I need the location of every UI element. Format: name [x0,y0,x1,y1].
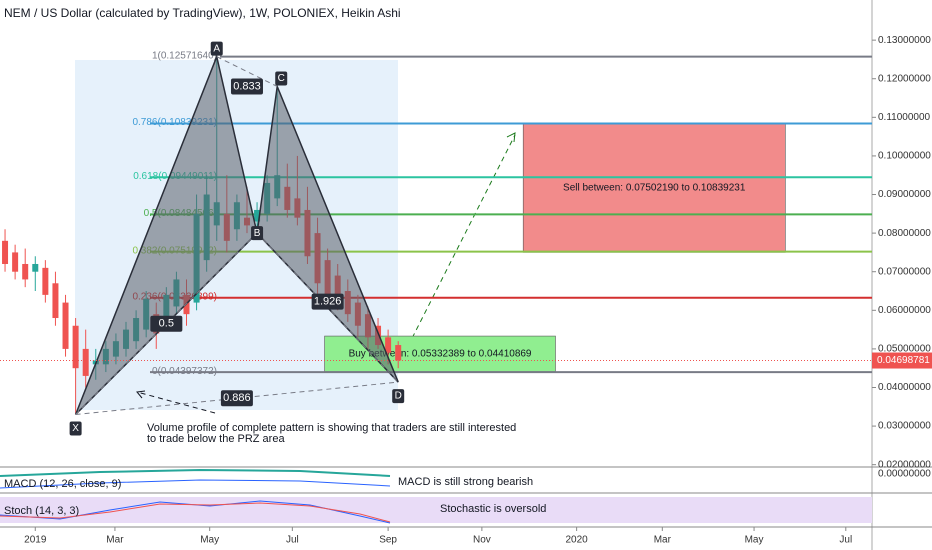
stoch-band [0,497,872,523]
macd-histogram [0,468,391,477]
stoch-d [0,502,391,523]
macd-line [0,479,391,489]
ratio-label: 1.926 [314,296,342,308]
y-tick-label: 0.03000000 [878,421,931,432]
ratio-badge [150,315,183,332]
x-tick-label: May [745,535,764,546]
candle-body [82,348,89,376]
point-badge [210,41,223,56]
y-tick-label: 0.11000000 [878,112,931,123]
x-tick-label: May [200,535,219,546]
y-tick-label: 0.10000000 [878,151,931,162]
x-tick-label: Jul [286,535,299,546]
note-line: to trade below the PRZ area [147,433,285,445]
candle-body [62,302,69,349]
ratio-badge [311,293,344,310]
arrow-head [506,132,516,143]
y-tick-label: 0.05000000 [878,344,931,355]
x-tick-label: 2019 [24,535,47,546]
pattern-guide [216,56,278,87]
candle-body [12,252,19,272]
fib-label: 0(0.04397372) [152,366,217,377]
macd-tick-label: 0.00000000 [878,469,931,480]
note-line: Volume profile of complete pattern is sh… [147,422,516,434]
y-tick-label: 0.06000000 [878,305,931,316]
ratio-label: 0.886 [223,392,251,404]
fib-label: 0.786(0.10839231) [132,117,217,128]
y-tick-label: 0.07000000 [878,266,931,277]
candle-body [395,345,402,361]
note-arrow [136,391,216,414]
candle-body [32,263,39,272]
chart-title: NEM / US Dollar (calculated by TradingVi… [4,6,401,20]
x-tick-label: Nov [473,535,491,546]
y-tick-label: 0.02000000 [878,459,931,470]
x-tick-label: Sep [379,535,397,546]
point-badge [275,71,288,86]
point-label: A [213,43,220,54]
candle-body [42,267,49,295]
x-tick-label: Mar [654,535,672,546]
last-price-label: 0.04698781 [877,355,930,366]
projection-arrow [399,134,516,363]
candle-body [22,263,29,280]
y-tick-label: 0.08000000 [878,228,931,239]
fib-label: 1(0.12571640) [152,50,217,61]
ratio-label: 0.5 [159,318,174,330]
candle-body [385,337,392,353]
y-tick-label: 0.04000000 [878,382,931,393]
indicator-label: Stoch (14, 3, 3) [4,505,79,517]
point-label: D [395,391,402,402]
candle-body [52,283,59,319]
y-tick-label: 0.09000000 [878,189,931,200]
last-price-tag [872,352,932,369]
zone-label: Buy between: 0.05332389 to 0.04410869 [349,348,532,359]
point-badge [392,389,405,404]
y-tick-label: 0.12000000 [878,73,931,84]
zone-label: Sell between: 0.07502190 to 0.10839231 [563,183,746,194]
point-badge [69,421,82,436]
point-label: B [254,228,261,239]
candle-body [72,325,79,369]
x-tick-label: 2020 [566,535,589,546]
y-tick-label: 0.13000000 [878,35,931,46]
indicator-note: MACD is still strong bearish [398,476,533,488]
zone [522,123,786,253]
candle-body [2,240,9,264]
arrow-head [136,390,146,399]
x-tick-label: Jul [839,535,852,546]
point-badge [251,226,264,241]
ratio-badge [220,390,253,407]
point-label: X [72,423,79,434]
x-tick-label: Mar [106,535,124,546]
candle-body [254,209,261,222]
ratio-badge [230,78,263,95]
ratio-label: 0.833 [233,80,261,92]
indicator-label: MACD (12, 26, close, 9) [4,478,121,490]
indicator-note: Stochastic is oversold [440,503,546,515]
point-label: C [278,73,285,84]
